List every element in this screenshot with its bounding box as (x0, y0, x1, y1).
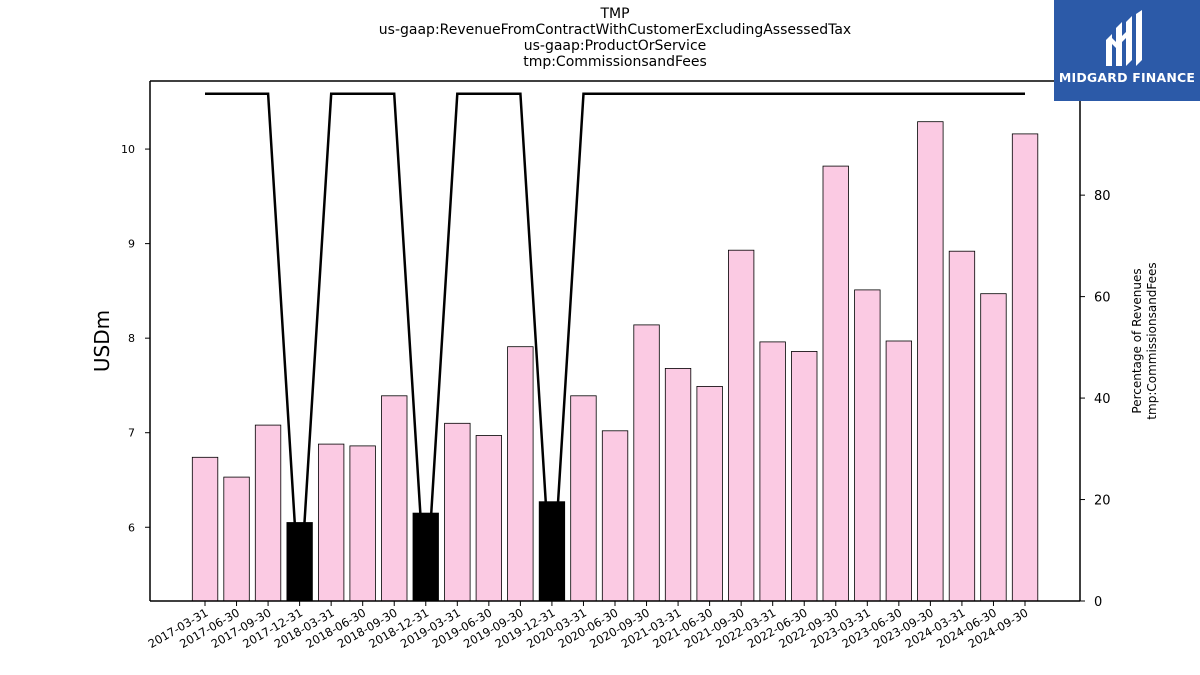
bar-2019-09-30 (507, 346, 534, 602)
title-line-1: TMP (600, 6, 630, 22)
bar-2022-06-30 (791, 350, 818, 602)
y-tick-label-8: 8 (128, 332, 135, 345)
bar-2017-03-31 (191, 456, 219, 602)
y2-tick-label-60: 60 (1094, 291, 1111, 306)
y-axis-label: USDm (90, 310, 114, 372)
bar-2018-09-30 (381, 395, 408, 602)
bar-2020-09-30 (633, 324, 660, 602)
percentage-line (205, 92, 1025, 602)
chart-title: TMP us-gaap:RevenueFromContractWithCusto… (150, 6, 1080, 70)
y2-axis-label-line-1: Percentage of Revenues (1130, 268, 1144, 413)
title-line-3: us-gaap:ProductOrService (523, 38, 707, 54)
bar-2023-03-31 (854, 289, 881, 602)
y2-tick-label-20: 20 (1094, 494, 1111, 509)
y-tick-label-6: 6 (128, 521, 135, 534)
bar-2024-06-30 (980, 293, 1007, 602)
y-tick-label-9: 9 (128, 238, 135, 251)
bar-2021-06-30 (696, 385, 723, 602)
y2-tick-label-80: 80 (1094, 189, 1111, 204)
bar-2022-09-30 (822, 165, 849, 602)
bar-2020-06-30 (601, 430, 629, 602)
bar-2021-09-30 (728, 249, 755, 602)
title-line-2: us-gaap:RevenueFromContractWithCustomerE… (378, 22, 852, 38)
y2-tick-label-40: 40 (1094, 392, 1111, 407)
y-tick-label-10: 10 (121, 143, 135, 156)
bar-2023-06-30 (885, 340, 912, 602)
title-line-4: tmp:CommissionsandFees (523, 54, 707, 70)
midgard-finance-logo-icon (1106, 10, 1142, 66)
bar-2019-03-31 (444, 422, 471, 602)
logo-badge: MIDGARD FINANCE (1054, 0, 1200, 101)
bar-2024-03-31 (948, 250, 976, 602)
bar-2021-03-31 (664, 367, 692, 602)
y2-tick-label-0: 0 (1094, 595, 1102, 610)
bar-2018-03-31 (317, 443, 345, 602)
bar-2018-06-30 (349, 445, 376, 602)
bar-2019-06-30 (475, 435, 503, 602)
bar-2023-09-30 (917, 121, 944, 602)
bar-2020-03-31 (570, 395, 597, 602)
bar-2024-09-30 (1011, 133, 1039, 602)
bar-2017-09-30 (254, 424, 282, 602)
bar-2017-06-30 (223, 476, 250, 602)
y-tick-label-7: 7 (128, 427, 135, 440)
y2-axis-label-line-2: tmp:CommissionsandFees (1145, 262, 1159, 419)
logo-text: MIDGARD FINANCE (1058, 70, 1196, 85)
bar-2022-03-31 (759, 341, 786, 602)
